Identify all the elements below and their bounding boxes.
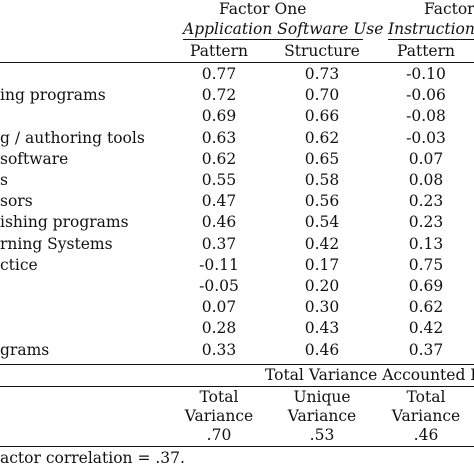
body-bottom-rule [0, 364, 474, 365]
pattern-1-value: -0.05 [199, 277, 239, 295]
pattern-1-value: 0.33 [201, 341, 237, 359]
header-rule-1 [183, 39, 363, 40]
variance-title: Total Variance Accounted F [265, 366, 474, 384]
pattern-1-value: 0.46 [201, 213, 237, 231]
pattern-1-value: -0.11 [199, 256, 239, 274]
row-label: rning Systems [0, 235, 113, 253]
pattern-1-value: 0.72 [201, 86, 237, 104]
row-label: ctice [0, 256, 38, 274]
table-bottom-rule [0, 446, 474, 447]
pattern-1-value: 0.77 [201, 65, 237, 83]
structure-1-value: 0.20 [304, 277, 340, 295]
pattern-1-value: 0.47 [201, 192, 237, 210]
row-label: software [0, 150, 69, 168]
pattern-1-value: 0.69 [201, 107, 237, 125]
pattern-1-value: 0.37 [201, 235, 237, 253]
variance-col1-line1: Total [199, 388, 239, 406]
pattern-2-value: 0.62 [408, 298, 444, 316]
structure-1-value: 0.73 [304, 65, 340, 83]
pattern-2-value: -0.03 [406, 129, 446, 147]
factor-one-subtitle: Application Software Use [183, 20, 384, 38]
factor-one-title: Factor One [219, 0, 307, 18]
pattern-1-value: 0.28 [201, 319, 237, 337]
variance-rule [0, 386, 474, 387]
pattern-2-value: 0.13 [408, 235, 444, 253]
pattern-2-value: -0.06 [406, 86, 446, 104]
variance-col2-value: .53 [309, 426, 335, 444]
row-label: ing programs [0, 86, 106, 104]
structure-1-value: 0.30 [304, 298, 340, 316]
row-label: grams [0, 341, 50, 359]
factor-two-title: Factor [424, 0, 474, 18]
pattern-2-value: 0.08 [408, 171, 444, 189]
pattern-1-value: 0.55 [201, 171, 237, 189]
pattern-1-value: 0.62 [201, 150, 237, 168]
variance-col3-line1: Total [406, 388, 446, 406]
structure-1-value: 0.70 [304, 86, 340, 104]
structure-1-value: 0.42 [304, 235, 340, 253]
row-label: ishing programs [0, 213, 129, 231]
row-label: sors [0, 192, 33, 210]
column-header-pattern-2: Pattern [397, 42, 455, 60]
pattern-2-value: 0.07 [408, 150, 444, 168]
pattern-2-value: 0.42 [408, 319, 444, 337]
structure-1-value: 0.17 [304, 256, 340, 274]
header-bottom-rule [0, 62, 474, 63]
pattern-1-value: 0.63 [201, 129, 237, 147]
variance-col2-line1: Unique [293, 388, 351, 406]
variance-col1-value: .70 [206, 426, 232, 444]
pattern-2-value: -0.10 [406, 65, 446, 83]
pattern-2-value: -0.08 [406, 107, 446, 125]
structure-1-value: 0.65 [304, 150, 340, 168]
pattern-2-value: 0.23 [408, 192, 444, 210]
structure-1-value: 0.46 [304, 341, 340, 359]
pattern-1-value: 0.07 [201, 298, 237, 316]
variance-col3-value: .46 [413, 426, 439, 444]
structure-1-value: 0.62 [304, 129, 340, 147]
pattern-2-value: 0.23 [408, 213, 444, 231]
variance-col2-line2: Variance [287, 407, 357, 425]
variance-col3-line2: Variance [391, 407, 461, 425]
structure-1-value: 0.43 [304, 319, 340, 337]
column-header-pattern-1: Pattern [190, 42, 248, 60]
factor-two-subtitle: Instructional [388, 20, 474, 38]
structure-1-value: 0.54 [304, 213, 340, 231]
structure-1-value: 0.56 [304, 192, 340, 210]
pattern-2-value: 0.75 [408, 256, 444, 274]
structure-1-value: 0.66 [304, 107, 340, 125]
footnote: actor correlation = .37. [0, 449, 185, 467]
row-label: s [0, 171, 8, 189]
column-header-structure-1: Structure [284, 42, 360, 60]
variance-col1-line2: Variance [184, 407, 254, 425]
header-rule-2 [388, 39, 474, 40]
structure-1-value: 0.58 [304, 171, 340, 189]
pattern-2-value: 0.37 [408, 341, 444, 359]
row-label: g / authoring tools [0, 129, 145, 147]
pattern-2-value: 0.69 [408, 277, 444, 295]
